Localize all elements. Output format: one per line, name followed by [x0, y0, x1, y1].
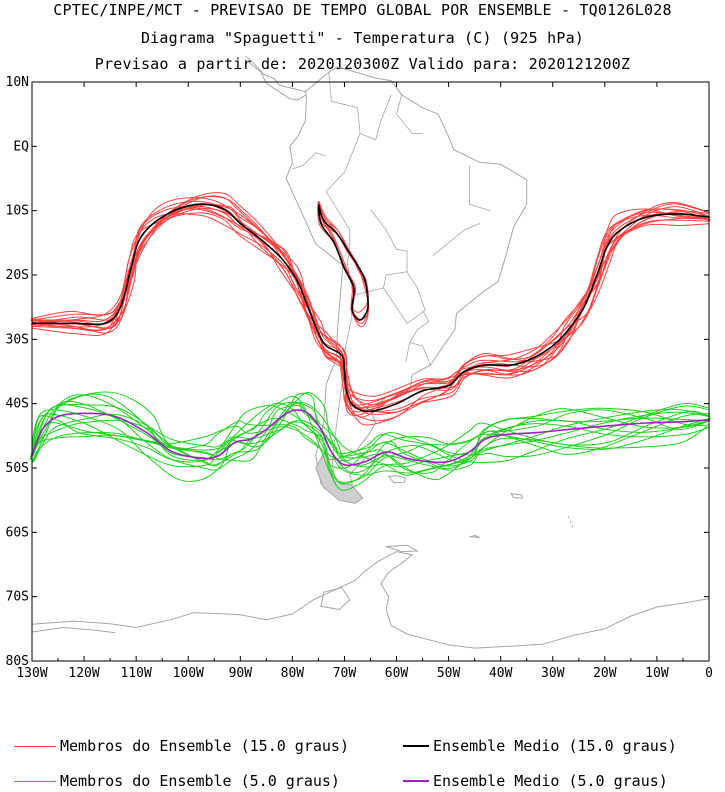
- lat-tick-label: 40S: [6, 397, 29, 412]
- country-border: [359, 94, 392, 141]
- member-contour-15: [30, 203, 711, 409]
- member-contour-15: [31, 202, 710, 413]
- country-border: [292, 152, 327, 170]
- ensemble-mean-15-loop: [317, 203, 369, 321]
- south-sandwich-islands: [567, 516, 575, 530]
- legend-swatch-members-5: [14, 780, 56, 782]
- title-line-3: Previsao a partir de: 2020120300Z Valido…: [94, 55, 631, 73]
- country-border: [469, 165, 491, 212]
- title-line-1: CPTEC/INPE/MCT - PREVISAO DE TEMPO GLOBA…: [53, 1, 672, 19]
- member-contour-15: [31, 205, 709, 415]
- ensemble-mean-layer: [31, 203, 710, 467]
- member-contour-5: [32, 394, 710, 476]
- member-contour-15-loop: [317, 202, 370, 321]
- country-border: [357, 209, 408, 295]
- member-contour-5: [33, 391, 709, 481]
- lon-tick-label: 120W: [68, 666, 99, 681]
- central-america-coastline: [245, 55, 306, 93]
- lon-tick-label: 130W: [16, 666, 47, 681]
- lat-tick-label: 20S: [6, 268, 29, 283]
- south-georgia-island: [510, 493, 524, 499]
- falkland-islands: [387, 475, 406, 484]
- lat-tick-label: 60S: [6, 525, 29, 540]
- lon-tick-label: 60W: [385, 666, 409, 681]
- south-america-coastline: [285, 66, 528, 492]
- country-border: [325, 72, 361, 218]
- lat-tick-label: 10N: [6, 75, 29, 90]
- country-border: [432, 223, 481, 257]
- member-contour-5: [31, 392, 707, 474]
- lon-tick-label: 70W: [333, 666, 357, 681]
- lat-tick-label: 10S: [6, 204, 29, 219]
- lon-tick-label: 10W: [645, 666, 669, 681]
- lat-tick-label: 50S: [6, 461, 29, 476]
- lon-tick-label: 30W: [541, 666, 565, 681]
- member-contour-15: [31, 192, 711, 397]
- legend-swatch-members-15: [14, 745, 56, 747]
- ensemble-members-5-layer: [29, 391, 711, 491]
- lat-tick-label: EQ: [13, 139, 29, 154]
- south-shetland-islands: [385, 544, 420, 553]
- ensemble-mean-5: [31, 409, 710, 467]
- legend-swatch-mean-15: [403, 745, 429, 747]
- map-frame: [31, 81, 710, 662]
- country-border: [396, 94, 423, 134]
- legend-label-members-5: Membros do Ensemble (5.0 graus): [60, 772, 340, 790]
- member-contour-5: [29, 411, 711, 467]
- alexander-island: [320, 587, 351, 611]
- member-contour-5: [31, 395, 708, 491]
- central-america-pacific-coast: [245, 59, 307, 101]
- lat-tick-label: 70S: [6, 590, 29, 605]
- country-border: [405, 342, 431, 366]
- title-line-2: Diagrama "Spaguetti" - Temperatura (C) (…: [140, 29, 585, 47]
- member-contour-5: [32, 405, 709, 469]
- lon-tick-label: 40W: [489, 666, 513, 681]
- legend-mean-5: Ensemble Medio (5.0 graus): [403, 771, 668, 791]
- antarctica-coastline: [31, 551, 710, 649]
- member-contour-15: [31, 200, 709, 414]
- lon-tick-label: 90W: [229, 666, 253, 681]
- lon-tick-label: 0: [705, 666, 713, 681]
- south-orkney-islands: [469, 534, 481, 538]
- lon-tick-label: 110W: [120, 666, 151, 681]
- legend-members-5: Membros do Ensemble (5.0 graus): [14, 771, 340, 791]
- legend-swatch-mean-5: [403, 780, 429, 782]
- legend-label-mean-5: Ensemble Medio (5.0 graus): [433, 772, 668, 790]
- lat-tick-label: 80S: [6, 654, 29, 669]
- member-contour-15: [32, 195, 709, 402]
- legend-label-mean-15: Ensemble Medio (15.0 graus): [433, 737, 677, 755]
- country-border: [409, 310, 430, 343]
- lon-tick-label: 100W: [173, 666, 204, 681]
- coastline-layer: [31, 55, 710, 649]
- ensemble-mean-15: [32, 203, 710, 413]
- legend-mean-15: Ensemble Medio (15.0 graus): [403, 736, 677, 756]
- lon-tick-label: 80W: [281, 666, 305, 681]
- legend-members-15: Membros do Ensemble (15.0 graus): [14, 736, 349, 756]
- lat-tick-label: 30S: [6, 332, 29, 347]
- country-border: [341, 216, 358, 295]
- lon-tick-label: 50W: [437, 666, 461, 681]
- legend-label-members-15: Membros do Ensemble (15.0 graus): [60, 737, 349, 755]
- ensemble-members-15-layer: [30, 192, 711, 426]
- country-border: [383, 271, 426, 324]
- antarctica-ice-shelf: [31, 626, 116, 634]
- lon-tick-label: 20W: [593, 666, 617, 681]
